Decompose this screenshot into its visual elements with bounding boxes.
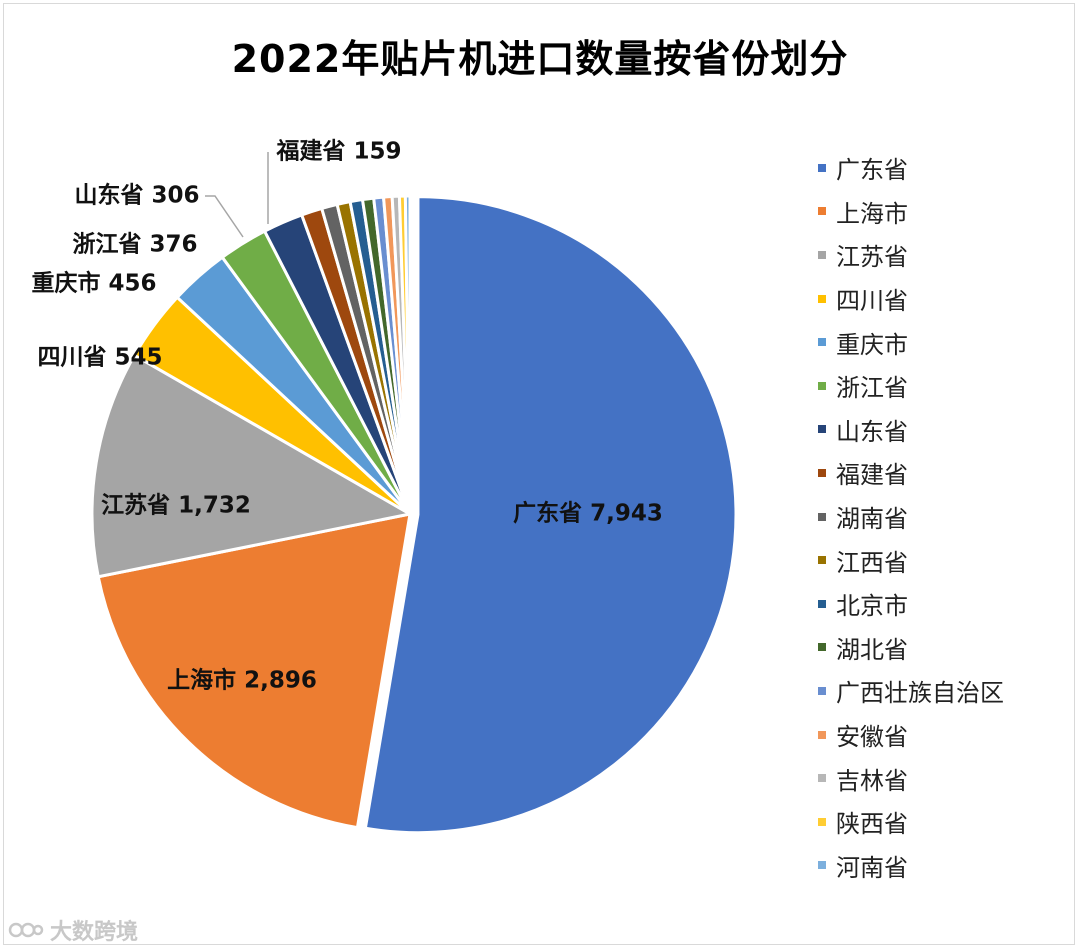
legend-label: 湖南省 bbox=[836, 505, 908, 534]
legend-label: 江西省 bbox=[836, 548, 908, 577]
legend-label: 广西壮族自治区 bbox=[836, 679, 1004, 708]
legend-item: 湖南省 bbox=[818, 495, 1004, 539]
data-label-6: 山东省 306 bbox=[74, 182, 199, 209]
legend-label: 福建省 bbox=[836, 461, 908, 490]
watermark-logo-icon bbox=[8, 922, 44, 938]
legend-swatch bbox=[818, 468, 826, 477]
legend-label: 湖北省 bbox=[836, 635, 908, 664]
legend-item: 陕西省 bbox=[818, 800, 1004, 844]
legend-item: 广东省 bbox=[818, 146, 1004, 190]
legend-swatch bbox=[818, 774, 826, 783]
legend-swatch bbox=[818, 381, 826, 390]
legend-item: 四川省 bbox=[818, 277, 1004, 321]
chart-frame bbox=[3, 3, 1075, 945]
pie-slice-0 bbox=[363, 195, 738, 835]
legend-item: 浙江省 bbox=[818, 364, 1004, 408]
pie-slice-1 bbox=[96, 512, 412, 830]
legend-swatch bbox=[818, 599, 826, 608]
legend-item: 上海市 bbox=[818, 190, 1004, 234]
pie-slice-2 bbox=[90, 353, 415, 579]
legend-swatch bbox=[818, 686, 826, 695]
legend-item: 福建省 bbox=[818, 451, 1004, 495]
legend-label: 浙江省 bbox=[836, 374, 908, 403]
watermark: 大数跨境 bbox=[8, 914, 138, 946]
legend-label: 吉林省 bbox=[836, 766, 908, 795]
legend-swatch bbox=[818, 338, 826, 347]
legend-swatch bbox=[818, 817, 826, 826]
data-label-4: 重庆市 456 bbox=[31, 270, 156, 297]
legend-label: 广东省 bbox=[836, 156, 908, 185]
pie-slice-16 bbox=[403, 194, 412, 515]
legend-label: 北京市 bbox=[836, 592, 908, 621]
chart-title: 2022年贴片机进口数量按省份划分 bbox=[231, 37, 849, 81]
data-label-7: 福建省 159 bbox=[275, 139, 401, 165]
legend-label: 河南省 bbox=[836, 853, 908, 882]
data-label-0: 广东省 7,943 bbox=[513, 500, 663, 527]
legend-label: 上海市 bbox=[836, 199, 908, 228]
watermark-text: 大数跨境 bbox=[50, 920, 139, 945]
legend-item: 河南省 bbox=[818, 844, 1004, 888]
legend-swatch bbox=[818, 425, 826, 434]
legend-swatch bbox=[818, 512, 826, 521]
legend-label: 四川省 bbox=[836, 287, 908, 316]
legend-item: 北京市 bbox=[818, 582, 1004, 626]
legend-swatch bbox=[818, 643, 826, 652]
legend-item: 江苏省 bbox=[818, 233, 1004, 277]
legend-item: 江西省 bbox=[818, 538, 1004, 582]
legend-item: 广西壮族自治区 bbox=[818, 669, 1004, 713]
data-label-2: 江苏省 1,732 bbox=[101, 493, 251, 519]
legend-swatch bbox=[818, 250, 826, 259]
legend-swatch bbox=[818, 861, 826, 870]
legend-label: 重庆市 bbox=[836, 330, 908, 359]
legend-item: 吉林省 bbox=[818, 756, 1004, 800]
data-label-1: 上海市 2,896 bbox=[167, 667, 317, 694]
legend-label: 江苏省 bbox=[836, 243, 908, 272]
legend-swatch bbox=[818, 730, 826, 739]
legend-label: 山东省 bbox=[836, 417, 908, 446]
legend-item: 安徽省 bbox=[818, 713, 1004, 757]
legend-item: 山东省 bbox=[818, 408, 1004, 452]
legend-item: 重庆市 bbox=[818, 320, 1004, 364]
leader-line-6 bbox=[205, 195, 244, 238]
legend-swatch bbox=[818, 294, 826, 303]
data-label-5: 浙江省 376 bbox=[72, 232, 197, 258]
legend-item: 湖北省 bbox=[818, 626, 1004, 670]
chart-legend: 广东省上海市江苏省四川省重庆市浙江省山东省福建省湖南省江西省北京市湖北省广西壮族… bbox=[818, 146, 1004, 887]
legend-swatch bbox=[818, 556, 826, 565]
legend-swatch bbox=[818, 163, 826, 172]
legend-label: 陕西省 bbox=[836, 810, 908, 839]
data-label-3: 四川省 545 bbox=[37, 345, 162, 371]
legend-swatch bbox=[818, 207, 826, 216]
legend-label: 安徽省 bbox=[836, 723, 908, 752]
